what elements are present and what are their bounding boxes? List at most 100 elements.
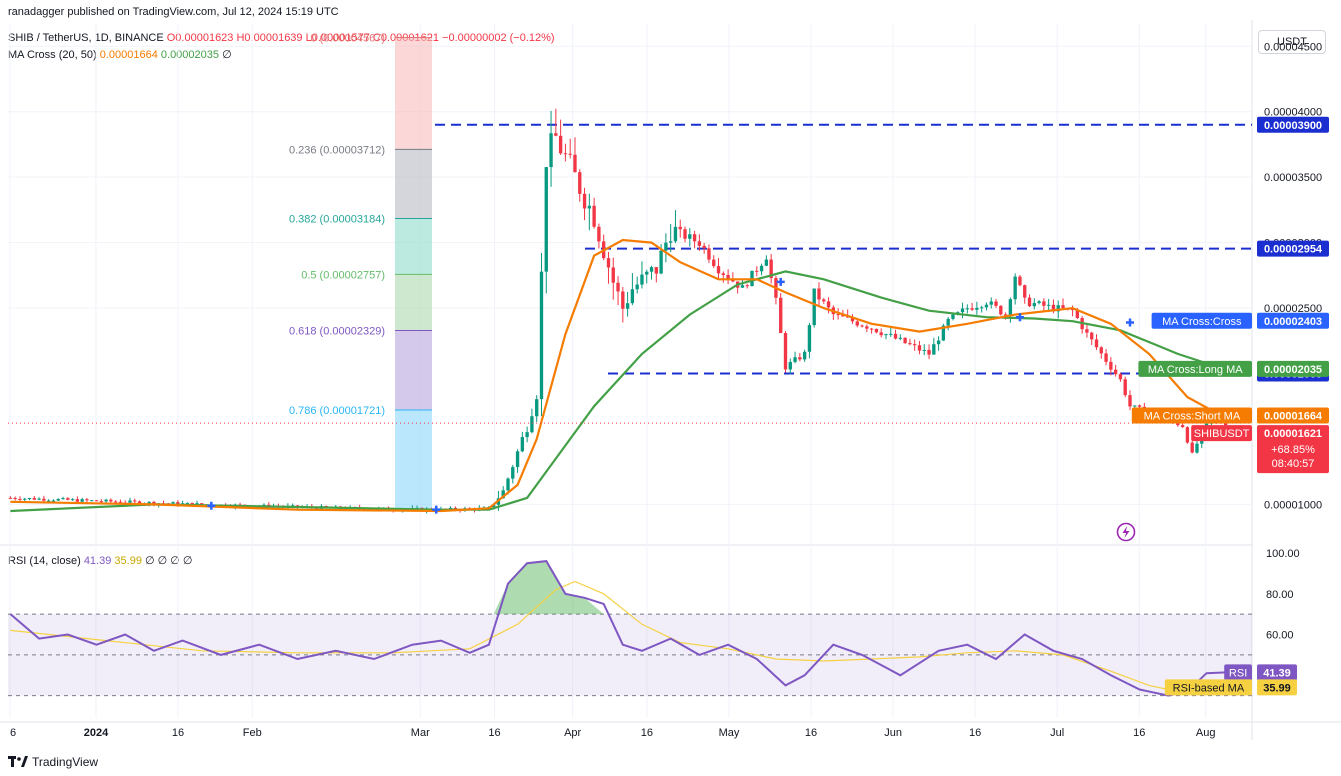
candle-body	[56, 499, 60, 501]
candle-body	[1061, 305, 1065, 308]
rsi-line	[9, 560, 1226, 697]
cross-marker	[776, 277, 785, 286]
candle-body	[884, 334, 888, 336]
candle-body	[99, 501, 103, 503]
tradingview-logo[interactable]: TradingView	[8, 755, 98, 769]
candle-body	[176, 502, 180, 505]
candle-body	[1027, 297, 1032, 307]
candle-body	[1042, 301, 1046, 306]
candle-body	[544, 167, 548, 272]
candle-body	[807, 325, 812, 352]
candle-body	[1099, 347, 1103, 354]
publisher-line: ranadagger published on TradingView.com,…	[8, 6, 339, 18]
candle-body	[822, 299, 826, 302]
candle-body	[66, 498, 70, 500]
high-value: H0.00001639	[236, 32, 303, 44]
candle-body	[506, 478, 510, 491]
ma-long-value: 0.00002035	[160, 49, 220, 61]
candle-body	[984, 304, 989, 308]
rsi-value-badge	[1257, 679, 1297, 696]
candle-body	[1090, 332, 1094, 340]
flash-icon[interactable]	[1116, 522, 1136, 542]
candle-body	[535, 399, 539, 417]
candle-body	[1003, 314, 1008, 316]
candle-body	[798, 357, 802, 360]
candle-body	[32, 498, 36, 500]
candle-body	[1104, 353, 1108, 362]
fib-zone	[395, 274, 432, 331]
candle-body	[913, 344, 917, 346]
candle-body	[917, 345, 922, 351]
candle-body	[558, 135, 563, 154]
symbol-name[interactable]: SHIB / TetherUS, 1D, BINANCE	[8, 32, 164, 44]
time-tick-label: 16	[805, 727, 817, 739]
candle-body	[697, 241, 702, 246]
candle-body	[970, 308, 974, 310]
candle-body	[80, 499, 84, 502]
candle-body	[941, 325, 946, 341]
candle-body	[51, 500, 56, 502]
candle-body	[587, 205, 592, 209]
time-tick-label: 2024	[84, 727, 109, 739]
candle-body	[133, 500, 137, 502]
time-tick-label: Mar	[411, 727, 430, 739]
time-tick-label: 16	[488, 727, 500, 739]
candle-body	[491, 504, 496, 508]
candle-body	[1018, 276, 1022, 286]
level-price-badge	[1257, 116, 1329, 133]
candle-body	[592, 205, 596, 227]
time-tick-label: 16	[969, 727, 981, 739]
candle-body	[549, 133, 553, 168]
level-price-badge	[1257, 240, 1329, 257]
candle-body	[645, 271, 649, 275]
candle-body	[759, 265, 764, 272]
candle-body	[621, 291, 625, 309]
candle-body	[625, 303, 630, 309]
candle-body	[152, 501, 156, 505]
candle-body	[740, 285, 745, 288]
price-tick-label: 0.00001000	[1264, 499, 1322, 511]
level-price-label: 0.00003900	[1264, 120, 1322, 132]
candle-body	[860, 325, 864, 327]
candle-body	[511, 467, 515, 479]
candle-body	[688, 234, 692, 239]
candle-body	[903, 337, 907, 344]
candle-body	[712, 259, 716, 267]
candle-body	[109, 499, 113, 502]
tradingview-icon	[8, 756, 28, 767]
candle-body	[889, 333, 893, 335]
indicator-value-label: 0.00002403	[1264, 316, 1322, 328]
indicator-value-label: 0.00002035	[1264, 364, 1322, 376]
candle-body	[18, 498, 22, 500]
candle-body	[936, 340, 941, 345]
fib-level-label: 0.786 (0.00001721)	[289, 405, 385, 417]
candle-body	[573, 154, 577, 173]
candle-body	[764, 259, 769, 266]
indicator-value-badge	[1257, 407, 1329, 424]
candle-body	[1190, 442, 1194, 453]
candle-body	[989, 301, 993, 305]
candle-body	[769, 259, 773, 279]
candle-body	[46, 500, 51, 502]
candle-body	[147, 501, 151, 504]
rsi-tick-label: 80.00	[1266, 589, 1294, 601]
candle-body	[702, 245, 706, 249]
time-tick-label: May	[719, 727, 740, 739]
candle-body	[994, 301, 998, 306]
candle-body	[90, 500, 94, 502]
candle-body	[975, 307, 979, 310]
ma-cross-legend[interactable]: MA Cross (20, 50) 0.00001664 0.00002035 …	[8, 48, 232, 61]
candle-body	[668, 241, 673, 243]
candle-body	[654, 267, 658, 274]
rsi-legend[interactable]: RSI (14, close) 41.39 35.99 ∅ ∅ ∅ ∅	[8, 554, 193, 567]
candle-body	[530, 416, 534, 433]
candle-body	[999, 305, 1003, 315]
fib-zone	[395, 37, 432, 150]
currency-button[interactable]: USDT	[1258, 30, 1326, 54]
candle-body	[563, 153, 568, 155]
indicator-value-label: 0.00001664	[1264, 410, 1323, 422]
rsi-value-label: 35.99	[1263, 682, 1291, 694]
candle-body	[1109, 361, 1113, 370]
candle-body	[635, 284, 639, 290]
